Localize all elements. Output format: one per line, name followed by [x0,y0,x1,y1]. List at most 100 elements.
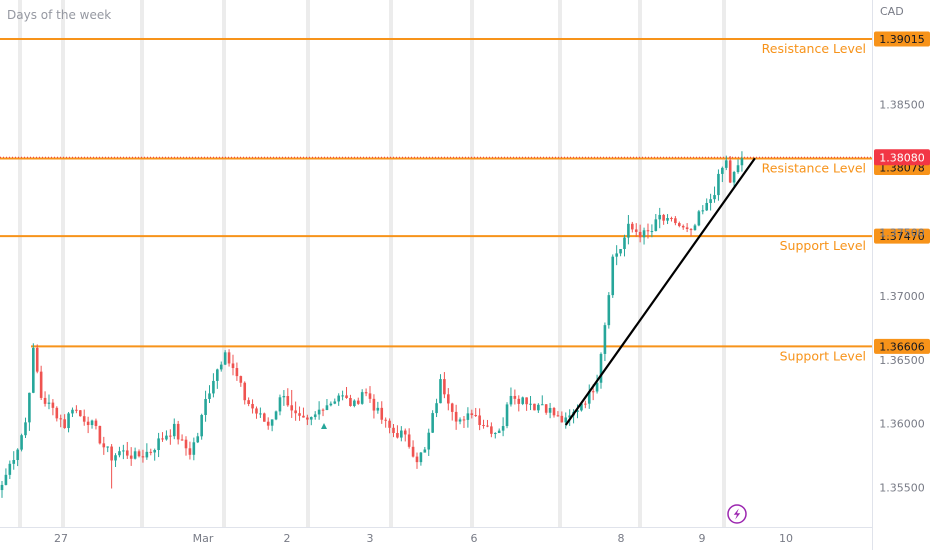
lightning-icon[interactable] [727,504,747,524]
candle-body [666,218,669,221]
candle-body [462,419,466,421]
candle-body [67,413,70,429]
candle-body [595,382,599,392]
candle-body [505,404,509,427]
candle-body [450,403,454,412]
candle-body [259,413,262,415]
candle-body [490,426,493,434]
candle-body [16,449,19,461]
candle-body [658,214,662,220]
candle-body [603,325,607,354]
candle-body [118,451,121,456]
candle-body [298,413,301,416]
candle-body [243,382,247,401]
candle-body [235,368,239,377]
candle-body [533,403,536,411]
session-bands [18,0,726,527]
candle-body [403,430,407,435]
candle-body [591,391,595,393]
candle-body [713,195,716,200]
candle-body [0,484,4,491]
candle-body [75,409,78,411]
candle-body [345,395,348,399]
candle-body [423,449,427,453]
candle-body [615,253,618,257]
candle-body [309,417,313,420]
candle-body [400,430,403,438]
candle-body [90,420,94,426]
candle-body [685,227,689,230]
candle-body [509,395,513,405]
time-tick-label: Mar [193,532,214,545]
candle-body [677,223,681,226]
price-tick-label: 1.35500 [879,482,925,495]
candle-body [642,230,646,238]
candle-body [24,422,27,436]
candle-body [180,439,184,441]
candle-body [478,415,481,426]
candle-body [443,379,446,395]
candle-body [353,400,356,406]
candle-body [631,223,634,230]
candle-body [525,397,528,405]
candle-body [141,456,145,458]
candle-body [188,448,192,455]
candle-body [227,352,231,364]
candle-body [501,426,505,431]
level-price-badge [874,338,930,354]
candle-body [32,347,35,393]
candle-body [255,408,258,414]
level-label: Support Level [780,238,866,253]
candle-body [349,398,352,406]
candle-body [313,414,317,418]
candle-body [372,398,376,411]
session-band [306,0,310,527]
candle-body [521,397,524,404]
candle-body [176,423,180,440]
candle-body [122,450,125,452]
candle-body [564,417,568,423]
candle-body [623,237,626,250]
candle-body [86,421,90,426]
candle-body [568,415,571,418]
candle-body [607,295,611,326]
candle-body [380,407,384,420]
candle-body [114,455,117,461]
candle-body [517,398,521,404]
candle-body [274,411,278,420]
triangle-marker-icon [321,423,327,429]
candle-body [439,379,442,404]
candle-body [239,376,243,383]
candle-body [79,410,82,417]
candle-body [740,158,744,166]
candle-body [286,396,290,406]
candle-body [513,395,517,399]
candle-body [529,403,532,405]
level-price-badge [874,31,930,47]
candle-body [486,425,489,427]
candle-body [646,230,650,232]
candle-body [654,219,658,232]
candle-body [701,210,705,212]
candle-body [689,229,693,231]
candle-body [59,418,63,420]
candle-body [411,446,415,457]
candle-body [458,419,462,422]
level-label: Support Level [780,348,866,363]
candle-body [63,419,66,429]
session-band [558,0,562,527]
candle-body [376,407,380,411]
candle-body [396,432,399,438]
level-price-label: 1.39015 [879,33,925,46]
candle-body [544,404,548,413]
candle-body [263,413,266,422]
price-axis: 1.35500 1.36000 1.36500 1.37000 1.37500 1.385… [879,99,925,495]
candle-body [537,404,540,411]
candle-body [149,451,153,453]
candle-body [697,211,701,226]
candle-body [169,435,172,437]
candle-body [415,456,419,463]
candle-body [587,391,591,404]
candle-body [51,402,55,408]
